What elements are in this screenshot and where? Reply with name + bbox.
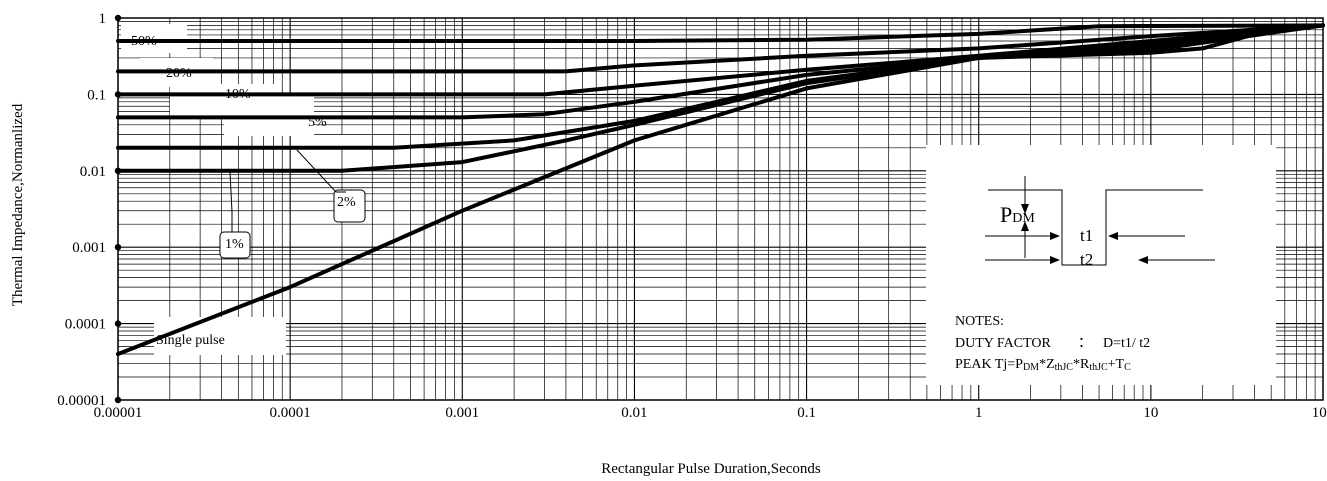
callout-label: 50%: [131, 34, 157, 49]
x-tick-label: 0.01: [621, 405, 647, 421]
x-tick-label: 0.1: [797, 405, 816, 421]
t2-label: t2: [1080, 250, 1093, 269]
pdm-label: PDM: [1000, 202, 1035, 227]
callout-label: 1%: [225, 237, 244, 252]
t1-arrowhead: [1050, 232, 1060, 240]
y-tick-label: 0.01: [80, 164, 106, 180]
t2-arrowhead: [1138, 256, 1148, 264]
y-tick-label: 0.00001: [57, 393, 106, 409]
y-tick-label: 0.001: [72, 240, 106, 256]
pulse-waveform: [988, 189, 1203, 266]
series-line-10-: [116, 23, 1325, 97]
y-tick-dot: [114, 244, 122, 251]
x-tick-label: 1: [975, 405, 983, 421]
series-curves: [116, 23, 1325, 356]
callout-box: [333, 189, 366, 223]
notes-inset: PDM t1 t2 NOTES: DUTY FACTOR ： D=t1/ t2 PEAK Tj…: [955, 176, 1215, 373]
callout-label: Single pulse: [156, 333, 225, 348]
series-line-20-: [116, 23, 1325, 74]
y-axis-label: Thermal Impedance,Normanlized: [10, 103, 26, 306]
duty-factor-formula: D=t1/ t2: [1103, 336, 1150, 351]
notes-title: NOTES:: [955, 314, 1004, 329]
callout-box: [219, 231, 251, 259]
y-tick-dot: [114, 320, 122, 327]
callout-label: 20%: [166, 66, 192, 81]
x-tick-label: 0.001: [445, 405, 479, 421]
x-tick-label: 0.0001: [270, 405, 311, 421]
pdm-arrowhead: [1021, 221, 1029, 231]
tick-labels: 0.00001 0.0001 0.001 0.01 0.1 1 10 100 1 0.1 0.01 0…: [57, 11, 1327, 421]
label-background: [298, 135, 353, 149]
series-line-5-: [116, 23, 1325, 120]
label-background: [121, 24, 187, 53]
x-tick-label: 100: [1312, 405, 1327, 421]
series-callouts: 50% 20% 10% 5% 2% 1% Single pulse: [131, 34, 366, 348]
x-tick-label: 0.00001: [94, 405, 143, 421]
label-background: [224, 94, 314, 136]
series-line-single-pulse: [116, 23, 1325, 356]
callout-label: 10%: [225, 87, 251, 102]
y-tick-label: 0.0001: [65, 317, 106, 333]
y-tick-dot: [114, 396, 122, 404]
t2-arrowhead: [1050, 256, 1060, 264]
x-tick-label: 10: [1143, 405, 1158, 421]
series-line-50-: [116, 23, 1325, 43]
callout-label: 5%: [308, 115, 327, 130]
duty-factor-label: DUTY FACTOR: [955, 336, 1051, 351]
callout-leader: [229, 171, 233, 232]
y-tick-label: 0.1: [87, 87, 106, 103]
label-background: [154, 317, 286, 355]
callout-label: 2%: [337, 195, 356, 210]
peak-tj-formula: PEAK Tj=PDM*ZthJC*RthJC+TC: [955, 357, 1131, 373]
pdm-arrowhead: [1021, 204, 1029, 214]
duty-factor-separator: ：: [1078, 336, 1092, 351]
y-tick-label: 1: [99, 11, 107, 27]
t1-label: t1: [1080, 226, 1093, 245]
x-axis-label: Rectangular Pulse Duration,Seconds: [601, 461, 821, 477]
y-tick-dot: [114, 14, 122, 22]
plot-frame: [117, 17, 1324, 401]
callout-leader: [296, 149, 346, 193]
t1-arrowhead: [1108, 232, 1118, 240]
